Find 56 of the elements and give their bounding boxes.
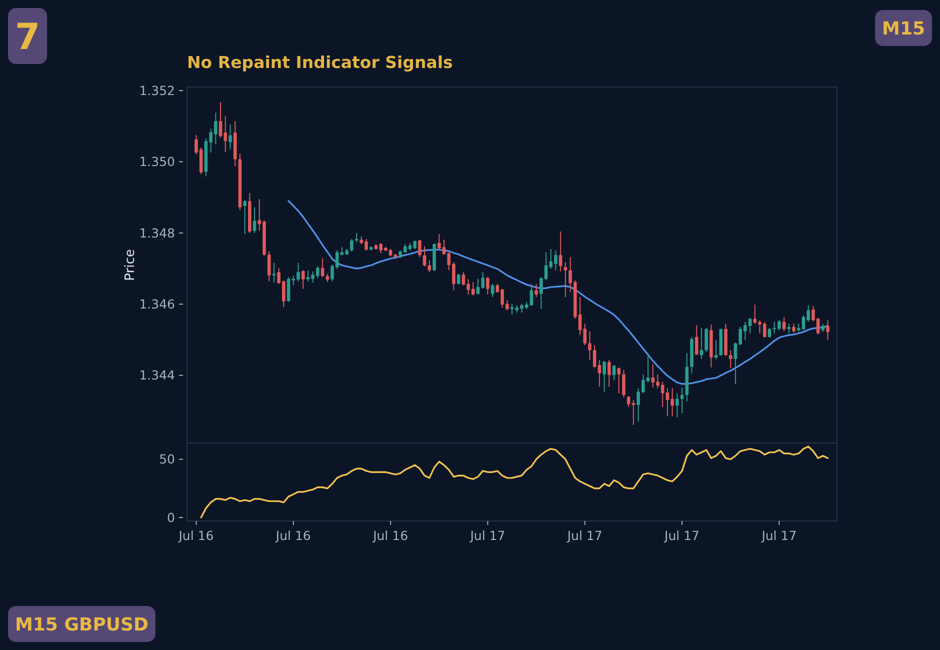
x-tick-label: Jul 17 [469,528,506,543]
candlestick [626,396,630,408]
x-tick-label: Jul 17 [760,528,797,543]
line-series [288,200,829,385]
candlestick [267,250,271,282]
candlestick [588,330,592,361]
candlestick [272,262,276,284]
candlestick [612,364,616,380]
y-axis-title: Price [123,249,138,281]
candlestick [728,350,732,369]
y-tick-label: 1.350 [139,154,176,170]
y-tick-label: 1.348 [139,225,176,240]
candlestick [243,200,246,235]
candlestick [700,328,704,360]
candlestick [632,399,636,426]
candlestick [301,270,305,290]
candlestick [252,206,256,234]
candlestick [418,239,422,258]
candlestick [422,246,426,267]
candlestick [617,367,621,394]
candlestick [228,124,232,150]
candlestick [602,360,606,392]
candlestick [350,238,354,252]
candlestick [622,370,626,398]
candlestick [608,360,611,388]
candlestick [592,344,596,368]
x-tick-label: Jul 16 [178,528,214,543]
candlestick [694,324,698,356]
y-tick-label: 1.352 [139,82,175,98]
candlestick [456,273,460,286]
candlestick [680,386,684,414]
candlestick [486,276,490,296]
x-tick-label: Jul 16 [274,528,311,543]
y-tick-label: 0 [167,510,176,525]
candlestick [354,232,358,243]
chart-title: No Repaint Indicator Signals [187,53,454,72]
candlestick [534,283,538,298]
candlestick [714,340,718,360]
x-tick-label: Jul 16 [372,528,408,543]
candlestick [428,260,432,273]
candlestick [558,231,562,272]
candlestick [826,320,830,341]
candlestick [490,283,494,298]
candlestick [676,392,679,418]
candlestick [704,328,708,352]
line-series [200,446,829,518]
y-tick-label: 1.346 [139,296,176,312]
candlestick [564,262,568,298]
y-tick-label: 1.344 [139,368,176,383]
y-tick-label: 50 [159,452,176,467]
text: 7 [14,16,40,58]
candlestick [768,328,772,338]
text: M15 [882,18,926,40]
x-tick-label: Jul 17 [566,528,602,543]
x-tick-label: Jul 17 [664,528,700,543]
text: M15 GBPUSD [15,614,148,636]
